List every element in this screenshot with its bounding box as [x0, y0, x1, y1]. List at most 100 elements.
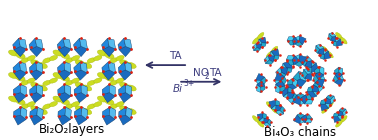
Polygon shape	[287, 41, 294, 45]
Ellipse shape	[65, 58, 73, 63]
Polygon shape	[58, 115, 71, 125]
Polygon shape	[74, 62, 81, 73]
Polygon shape	[293, 78, 297, 88]
Polygon shape	[333, 74, 339, 82]
Polygon shape	[267, 119, 271, 126]
Polygon shape	[326, 95, 334, 100]
Ellipse shape	[109, 58, 118, 63]
Polygon shape	[102, 84, 109, 95]
Ellipse shape	[43, 104, 51, 109]
Ellipse shape	[20, 104, 29, 109]
Polygon shape	[102, 62, 109, 73]
Polygon shape	[266, 60, 273, 64]
Polygon shape	[29, 62, 37, 73]
Polygon shape	[338, 110, 344, 116]
Ellipse shape	[9, 96, 18, 102]
Ellipse shape	[266, 102, 273, 108]
Text: Bi: Bi	[173, 84, 183, 94]
Polygon shape	[333, 116, 341, 122]
Polygon shape	[304, 68, 313, 74]
Ellipse shape	[280, 65, 287, 72]
Polygon shape	[256, 80, 263, 86]
Polygon shape	[329, 32, 336, 37]
Ellipse shape	[82, 62, 92, 68]
Polygon shape	[287, 92, 295, 99]
Polygon shape	[272, 55, 279, 61]
Polygon shape	[37, 107, 43, 119]
Polygon shape	[58, 46, 71, 57]
Polygon shape	[257, 81, 265, 87]
Polygon shape	[306, 115, 313, 119]
Polygon shape	[102, 70, 115, 80]
Polygon shape	[333, 112, 339, 117]
Polygon shape	[257, 113, 263, 121]
Polygon shape	[109, 84, 115, 96]
Polygon shape	[254, 47, 260, 51]
Ellipse shape	[49, 78, 57, 83]
Polygon shape	[277, 72, 286, 77]
Polygon shape	[330, 96, 335, 104]
Ellipse shape	[71, 78, 80, 83]
Polygon shape	[102, 107, 110, 117]
Polygon shape	[80, 62, 87, 73]
Polygon shape	[307, 85, 315, 92]
Polygon shape	[280, 87, 288, 97]
Ellipse shape	[27, 102, 35, 107]
Polygon shape	[283, 61, 292, 68]
Ellipse shape	[20, 58, 29, 63]
Polygon shape	[79, 38, 88, 49]
Polygon shape	[300, 95, 307, 104]
Polygon shape	[336, 74, 344, 80]
Text: TA: TA	[169, 51, 181, 61]
Ellipse shape	[266, 51, 273, 58]
Ellipse shape	[253, 37, 259, 44]
Polygon shape	[292, 93, 297, 102]
Ellipse shape	[53, 73, 62, 79]
Polygon shape	[305, 60, 312, 68]
Polygon shape	[316, 44, 324, 49]
Polygon shape	[338, 112, 342, 120]
Polygon shape	[13, 62, 20, 73]
Polygon shape	[261, 77, 266, 86]
Polygon shape	[58, 107, 65, 117]
Polygon shape	[287, 37, 295, 41]
Ellipse shape	[116, 55, 124, 61]
Ellipse shape	[53, 50, 62, 56]
Text: Bi₄O₃ chains: Bi₄O₃ chains	[264, 126, 336, 139]
Polygon shape	[293, 95, 301, 105]
Polygon shape	[302, 57, 307, 66]
Polygon shape	[108, 38, 116, 49]
Polygon shape	[14, 115, 26, 125]
Ellipse shape	[87, 104, 96, 109]
Polygon shape	[74, 107, 82, 117]
Polygon shape	[29, 84, 37, 95]
Ellipse shape	[65, 104, 73, 109]
Ellipse shape	[253, 116, 259, 122]
Polygon shape	[276, 80, 285, 87]
Ellipse shape	[127, 108, 136, 115]
Polygon shape	[108, 62, 115, 73]
Ellipse shape	[82, 85, 92, 91]
Polygon shape	[119, 46, 132, 57]
Polygon shape	[260, 86, 265, 93]
Ellipse shape	[98, 96, 107, 102]
Ellipse shape	[94, 78, 102, 83]
Polygon shape	[35, 38, 43, 49]
Ellipse shape	[94, 55, 102, 61]
Polygon shape	[300, 96, 307, 105]
Polygon shape	[335, 79, 344, 86]
Polygon shape	[119, 93, 132, 103]
Polygon shape	[30, 93, 43, 103]
Text: Bi₂O₂layers: Bi₂O₂layers	[39, 123, 105, 136]
Polygon shape	[287, 98, 297, 104]
Polygon shape	[65, 84, 71, 96]
Polygon shape	[292, 37, 299, 45]
Polygon shape	[320, 104, 328, 111]
Polygon shape	[286, 60, 294, 65]
Ellipse shape	[43, 58, 51, 63]
Polygon shape	[73, 38, 81, 50]
Polygon shape	[253, 44, 257, 51]
Polygon shape	[118, 62, 125, 73]
Polygon shape	[303, 56, 312, 62]
Ellipse shape	[313, 65, 319, 72]
